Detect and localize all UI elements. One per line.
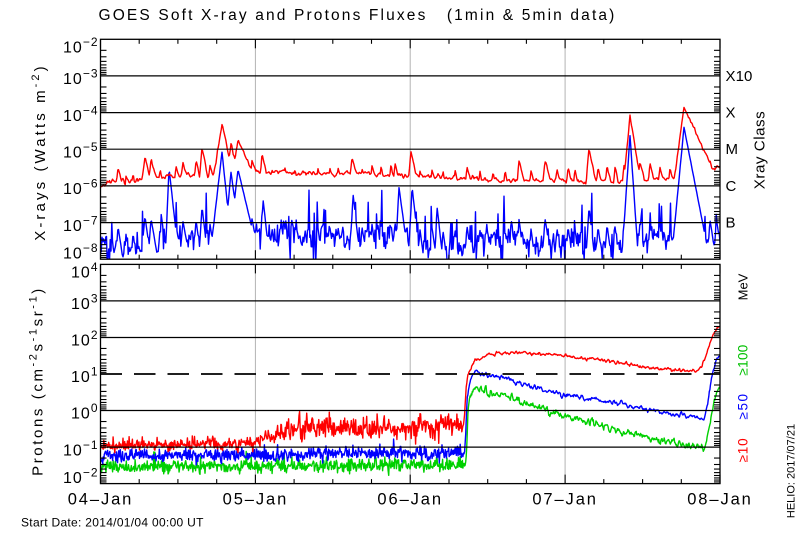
svg-text:GOES Soft X-ray and Protons Fl: GOES Soft X-ray and Protons Fluxes (1min… — [99, 7, 617, 24]
svg-text:X10: X10 — [726, 68, 753, 85]
svg-text:MeV: MeV — [736, 273, 751, 300]
svg-text:08–Jan: 08–Jan — [687, 491, 753, 509]
svg-text:Start Date: 2014/01/04 00:00 U: Start Date: 2014/01/04 00:00 UT — [21, 516, 204, 530]
svg-text:X-rays (Watts m-2): X-rays (Watts m-2) — [30, 63, 49, 241]
svg-text:06–Jan: 06–Jan — [377, 491, 443, 509]
svg-text:HELIO: 2017/07/21: HELIO: 2017/07/21 — [786, 424, 798, 518]
svg-text:≥100: ≥100 — [736, 344, 751, 375]
svg-text:≥50: ≥50 — [736, 393, 751, 420]
svg-text:04–Jan: 04–Jan — [68, 491, 134, 509]
svg-text:Xray Class: Xray Class — [752, 111, 769, 189]
svg-text:≥10: ≥10 — [736, 438, 751, 463]
svg-text:Protons (cm-2s-1sr-1): Protons (cm-2s-1sr-1) — [28, 286, 47, 476]
svg-text:M: M — [726, 141, 739, 158]
svg-text:C: C — [726, 178, 737, 195]
svg-text:B: B — [726, 215, 736, 232]
svg-text:05–Jan: 05–Jan — [223, 491, 289, 509]
svg-text:X: X — [726, 105, 736, 122]
svg-text:07–Jan: 07–Jan — [532, 491, 598, 509]
